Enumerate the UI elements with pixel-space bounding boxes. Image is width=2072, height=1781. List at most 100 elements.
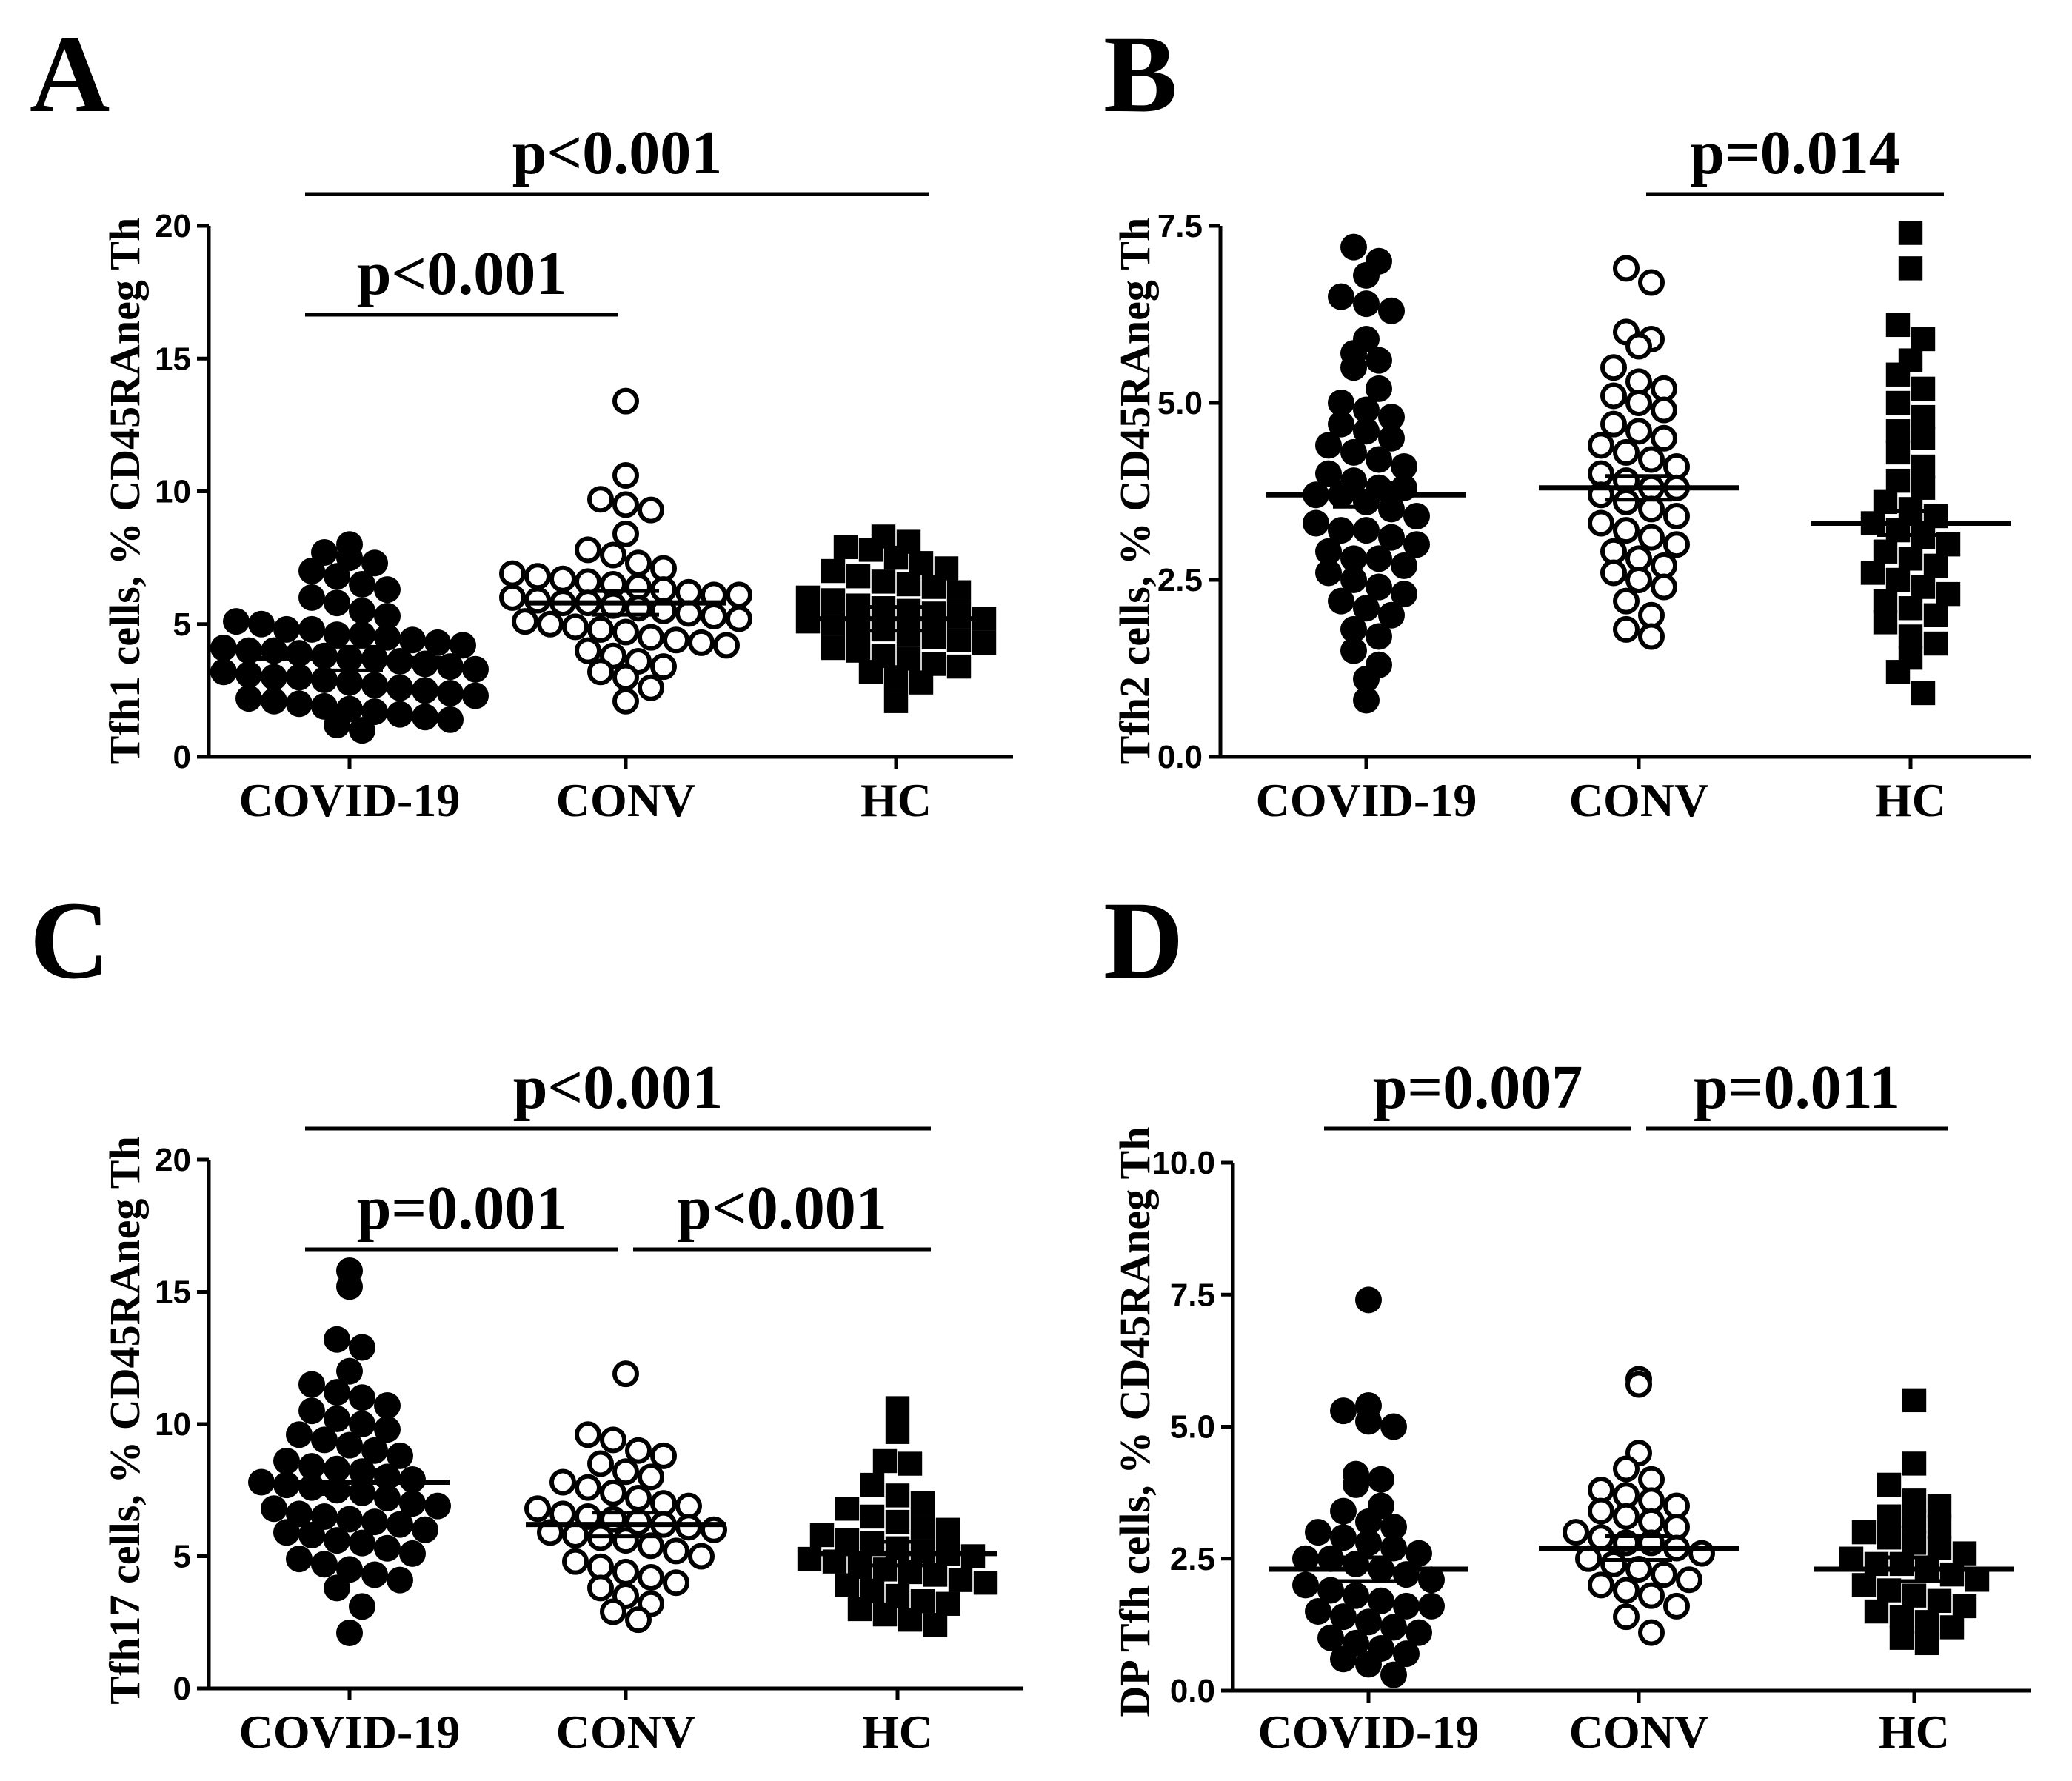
data-point [298,1521,325,1548]
data-point [1625,545,1652,572]
data-point [1902,1488,1927,1513]
data-point [1305,1598,1331,1625]
data-point [638,496,664,524]
data-point [210,635,237,662]
data-point [948,1568,973,1592]
data-point [600,1479,626,1506]
data-point [1885,419,1911,444]
p-value-label: p=0.007 [1373,1053,1583,1122]
data-point [1651,396,1677,424]
data-point [1625,418,1652,445]
data-point [424,1492,451,1520]
data-point [524,563,551,590]
data-point [1851,1573,1877,1597]
data-point [1877,1504,1902,1528]
p-value-label: p<0.001 [512,118,723,187]
data-point [575,1421,601,1448]
data-point [1368,1466,1394,1493]
data-point [1927,1514,1952,1540]
data-point [298,1453,325,1480]
data-point [1340,438,1367,466]
data-point [797,1546,822,1571]
series-covid-19 [1266,233,1466,714]
data-point [1391,453,1417,481]
data-point [437,706,464,733]
data-point [1340,637,1367,664]
data-point [1911,475,1936,500]
data-point [549,565,576,592]
data-point [336,669,363,696]
data-point [1638,1508,1665,1535]
data-point [286,640,313,667]
data-point [1638,1466,1665,1493]
data-point [860,1472,885,1497]
data-point [1651,573,1677,601]
data-point [324,563,350,590]
comparison: p<0.001 [305,1053,931,1131]
y-tick-label: 7.5 [1157,208,1203,244]
data-point [387,1511,413,1538]
data-point [638,674,664,701]
series-covid-19 [248,1257,451,1647]
data-point [324,1527,350,1554]
data-point [549,1468,576,1496]
data-point [1600,538,1627,565]
data-point [1366,347,1392,374]
data-point [1613,1503,1640,1530]
y-tick-label: 20 [155,1142,191,1178]
comparison: p=0.001 [305,1174,618,1252]
data-point [701,602,727,629]
data-point [387,647,413,675]
data-point [1343,1550,1369,1577]
data-point [1651,375,1677,402]
data-point [1952,1541,1977,1566]
data-point [324,1405,350,1432]
data-point [1663,531,1690,558]
data-point [1663,502,1690,529]
data-point [273,1519,300,1546]
data-point [795,609,821,634]
data-point [1613,517,1640,544]
data-point [1330,1603,1357,1631]
y-tick-label: 2.5 [1170,1541,1215,1577]
p-value-label: p<0.001 [357,239,567,308]
data-point [499,560,526,587]
comparison: p=0.011 [1646,1053,1948,1131]
data-point [675,1514,702,1541]
data-point [1328,587,1354,615]
data-point [726,605,752,632]
data-point [336,1273,363,1300]
data-point [883,689,909,713]
data-point [885,1396,910,1420]
data-point [1600,354,1627,381]
data-point [1340,567,1367,593]
data-point [1355,1651,1382,1678]
data-point [1911,404,1936,430]
comparison: p<0.001 [305,239,618,317]
panel-letter: B [1103,13,1177,136]
data-point [625,549,652,577]
data-point [612,461,639,489]
data-point [663,1569,689,1597]
data-point [923,1613,948,1637]
data-point [625,1606,652,1634]
data-point [650,1442,677,1469]
data-point [1317,1545,1344,1572]
data-point [909,551,934,575]
y-tick-label: 0.0 [1157,739,1203,775]
data-point [821,588,846,612]
data-point [1588,1497,1614,1525]
data-point [298,615,325,643]
data-point [399,1540,426,1567]
data-point [675,600,702,627]
comparison: p<0.001 [633,1174,931,1252]
data-point [298,558,325,585]
data-point [336,1620,363,1647]
data-point [1860,561,1885,585]
data-point [336,1431,363,1459]
data-point [1885,660,1911,684]
data-point [1936,581,1961,607]
data-point [625,573,652,601]
data-point [972,630,997,655]
data-point [1355,1286,1382,1314]
